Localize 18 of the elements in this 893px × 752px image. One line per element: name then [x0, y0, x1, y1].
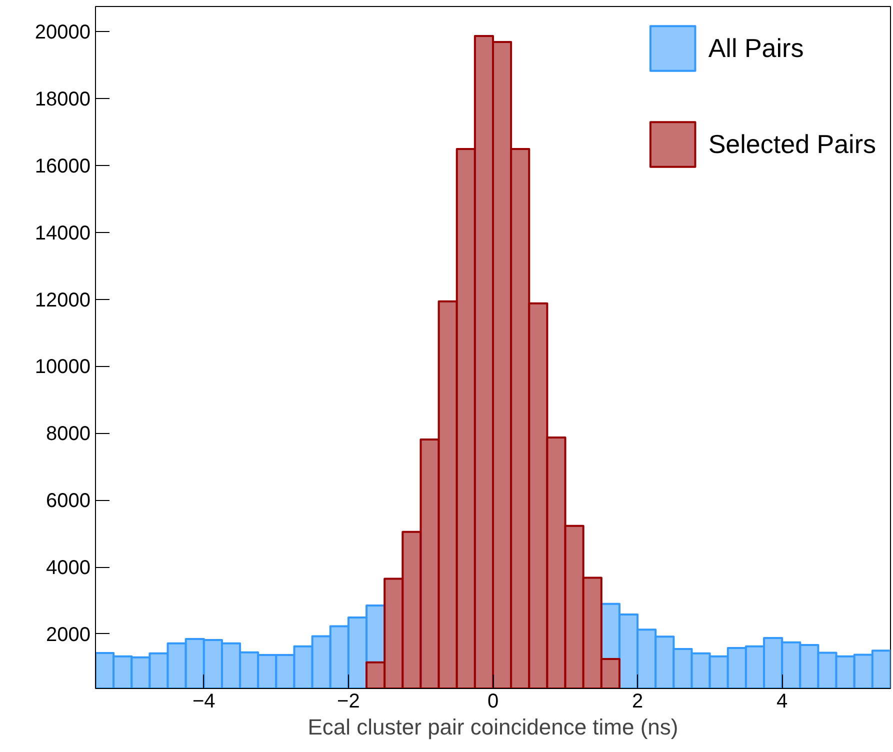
y-tick-label: 8000 [46, 423, 91, 446]
x-tick-label: 4 [776, 690, 788, 712]
y-tick-label: 4000 [46, 557, 91, 580]
y-tick-label: 12000 [34, 289, 91, 312]
y-tick-label: 2000 [46, 624, 91, 646]
y-tick-label: 18000 [34, 88, 91, 111]
y-tick-label: 10000 [34, 356, 91, 378]
legend-label: All Pairs [708, 32, 804, 64]
x-tick-label: −4 [192, 690, 216, 712]
x-tick-label: 0 [487, 690, 499, 712]
y-tick-label: 20000 [34, 22, 91, 44]
x-axis-title: Ecal cluster pair coincidence time (ns) [308, 714, 678, 740]
legend-label: Selected Pairs [708, 128, 876, 160]
x-tick-label: 2 [632, 690, 644, 712]
y-tick-label: 14000 [34, 222, 91, 244]
y-tick-label: 16000 [34, 155, 91, 178]
y-tick-label: 6000 [46, 490, 91, 512]
x-tick-label: −2 [337, 690, 360, 712]
